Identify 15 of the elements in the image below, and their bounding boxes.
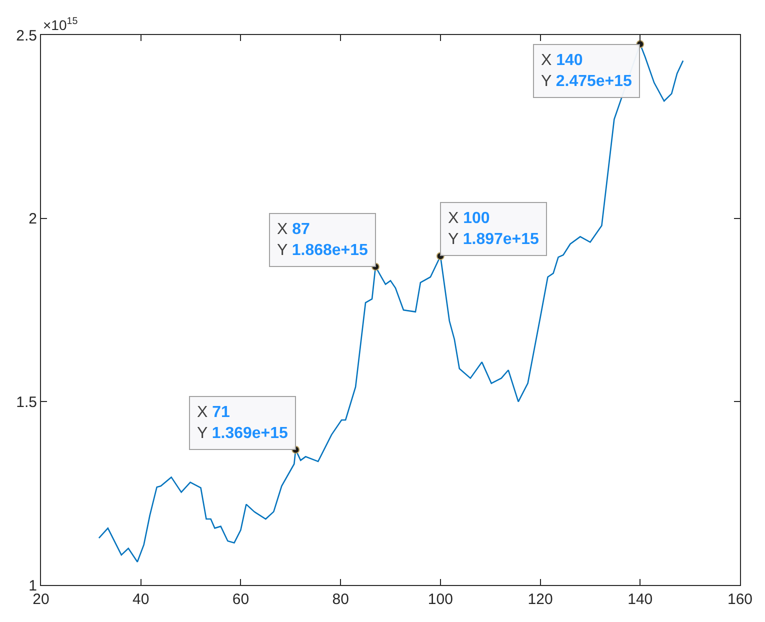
y-tick-label: 2 <box>28 210 37 228</box>
annotation: X 87 Y 1.868e+15 <box>277 221 368 259</box>
x-tick-label: 100 <box>428 591 453 608</box>
annotation: X 100 Y 1.897e+15 <box>448 210 540 248</box>
text: ×10$^{15}$ <box>43 16 78 33</box>
y-tick-label: 1.5 <box>16 394 37 411</box>
x-tick-label: 120 <box>528 591 553 608</box>
x-tick-label: 60 <box>232 591 250 608</box>
annotation: X 71 Y 1.369e+15 <box>197 404 288 442</box>
y-tick-label: 2.5 <box>16 27 37 44</box>
x-tick-label: 140 <box>628 591 653 608</box>
x-tick-label: 40 <box>132 591 150 608</box>
x-tick-label: 160 <box>727 591 753 608</box>
annotation: X 140 Y 2.475e+15 <box>541 52 632 90</box>
x-tick-label: 80 <box>332 591 349 608</box>
